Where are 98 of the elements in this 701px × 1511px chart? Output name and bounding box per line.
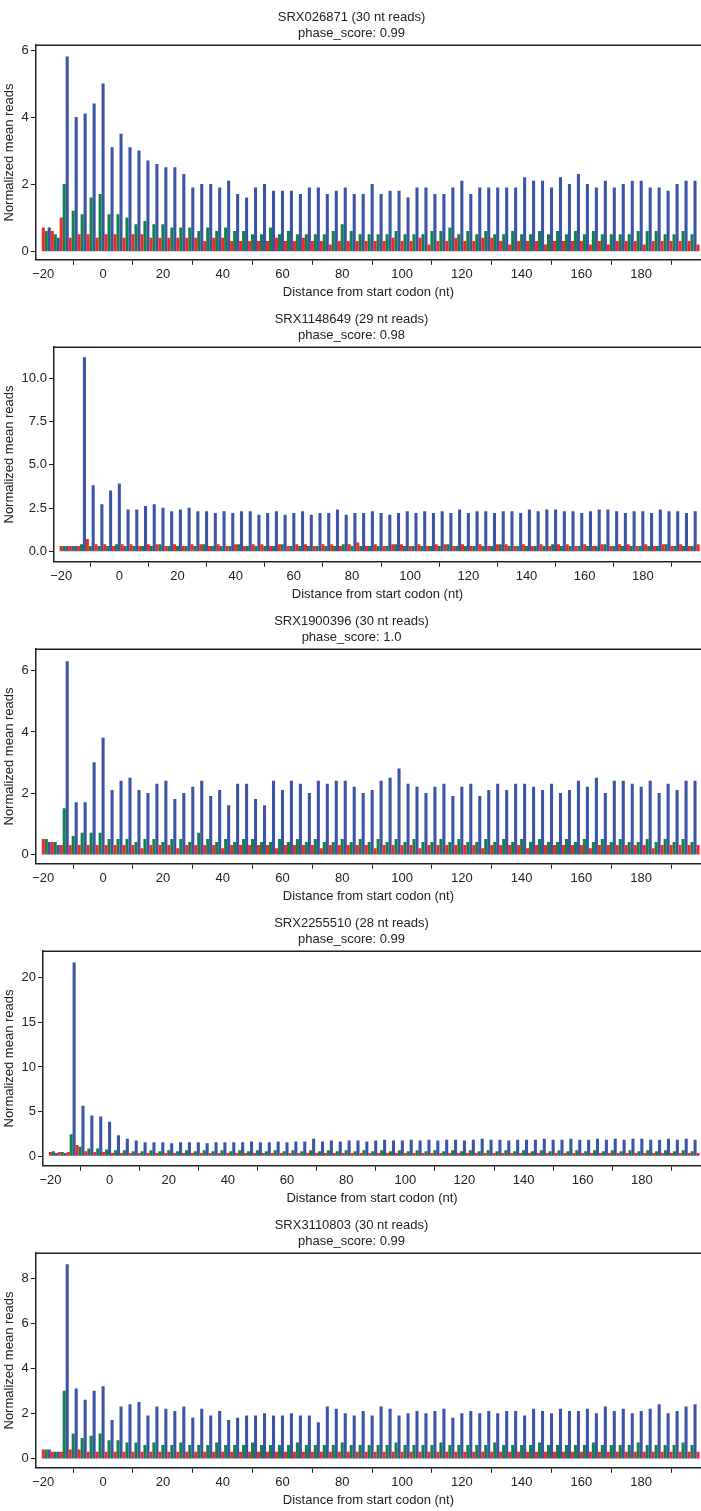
y-tick-label: 6: [21, 41, 29, 57]
x-tick-label: 140: [515, 568, 538, 584]
x-tick-label: 80: [335, 870, 350, 886]
y-tick-label: 0.0: [28, 542, 47, 558]
x-axis-title: Distance from start codon (nt): [282, 283, 455, 299]
x-tick-label: −20: [39, 1172, 62, 1188]
x-tick-label: 120: [453, 1172, 476, 1188]
x-tick-label: 60: [286, 568, 302, 584]
x-tick-label: 60: [275, 266, 290, 282]
x-axis-title: Distance from start codon (nt): [282, 1491, 455, 1507]
x-tick-label: 140: [510, 870, 533, 886]
y-axis-title: Normalized mean reads: [1, 1291, 17, 1430]
chart-title: SRX1148649 (29 nt reads): [274, 311, 429, 327]
x-tick-label: 0: [115, 568, 123, 584]
x-tick-label: 80: [335, 1474, 350, 1490]
chart-subtitle: phase_score: 0.99: [298, 1232, 405, 1248]
chart-title: SRX1900396 (30 nt reads): [274, 613, 429, 629]
x-tick-label: 180: [631, 568, 654, 584]
x-tick-label: 0: [99, 266, 107, 282]
chart-title: SRX2255510 (28 nt reads): [274, 915, 429, 931]
y-tick-label: 4: [21, 1359, 29, 1375]
x-tick-label: 60: [275, 870, 290, 886]
x-tick-label: 0: [99, 870, 107, 886]
chart-subtitle: phase_score: 0.99: [298, 930, 405, 946]
chart-subtitle: phase_score: 0.98: [298, 326, 405, 342]
y-tick-label: 0: [28, 1147, 37, 1163]
x-tick-label: 80: [344, 568, 360, 584]
x-axis-title: Distance from start codon (nt): [282, 887, 455, 903]
x-axis-title: Distance from start codon (nt): [286, 1189, 458, 1205]
x-tick-label: 160: [570, 266, 593, 282]
y-tick-label: 2.5: [28, 499, 47, 515]
y-tick-label: 10.0: [21, 369, 47, 385]
x-tick-label: 80: [338, 1172, 354, 1188]
x-axis-title: Distance from start codon (nt): [291, 585, 464, 601]
chart-title: SRX026871 (30 nt reads): [277, 9, 426, 25]
y-tick-label: 4: [21, 108, 29, 124]
x-tick-label: 120: [450, 266, 473, 282]
x-tick-label: 100: [391, 1474, 413, 1490]
x-tick-label: 40: [215, 266, 230, 282]
y-tick-label: 2: [21, 175, 29, 191]
x-tick-label: 100: [394, 1172, 417, 1188]
x-tick-label: 120: [450, 1474, 473, 1490]
y-tick-label: 20: [21, 969, 37, 985]
x-tick-label: 160: [573, 568, 596, 584]
y-tick-label: 2: [21, 1405, 29, 1421]
y-axis-title: Normalized mean reads: [1, 83, 17, 222]
x-tick-label: 180: [630, 1474, 653, 1490]
y-tick-label: 8: [21, 1269, 29, 1285]
y-tick-label: 2: [21, 784, 29, 800]
x-tick-label: 40: [215, 1474, 230, 1490]
x-tick-label: 160: [570, 1474, 593, 1490]
x-tick-label: 140: [510, 266, 533, 282]
x-tick-label: −20: [32, 870, 55, 886]
y-tick-label: 0: [21, 243, 29, 258]
x-tick-label: 180: [630, 870, 653, 886]
x-tick-label: 140: [510, 1474, 533, 1490]
y-tick-label: 5: [28, 1103, 37, 1119]
x-tick-label: 20: [161, 1172, 176, 1188]
chart-title: SRX3110803 (30 nt reads): [274, 1217, 429, 1233]
x-tick-label: 140: [512, 1172, 535, 1188]
x-tick-label: 120: [457, 568, 480, 584]
x-tick-label: 40: [215, 870, 230, 886]
y-axis-title: Normalized mean reads: [1, 385, 17, 524]
x-tick-label: 180: [630, 266, 653, 282]
x-tick-label: −20: [50, 568, 73, 584]
chart-subtitle: phase_score: 1.0: [301, 628, 402, 644]
chart-subtitle: phase_score: 0.99: [298, 24, 405, 40]
y-tick-label: 6: [21, 1314, 29, 1330]
x-tick-label: 60: [279, 1172, 295, 1188]
y-tick-label: 0: [21, 1450, 29, 1466]
y-axis-title: Normalized mean reads: [1, 989, 17, 1128]
x-tick-label: 0: [105, 1172, 114, 1188]
x-tick-label: 0: [99, 1474, 107, 1490]
y-axis-title: Normalized mean reads: [1, 687, 17, 826]
y-tick-label: 6: [21, 662, 29, 678]
x-tick-label: −20: [32, 1474, 55, 1490]
x-tick-label: 160: [570, 870, 593, 886]
x-tick-label: 100: [391, 870, 413, 886]
x-tick-label: 40: [228, 568, 243, 584]
x-tick-label: 20: [155, 266, 171, 282]
y-tick-label: 4: [21, 723, 29, 739]
x-tick-label: 20: [155, 870, 171, 886]
x-tick-label: 100: [391, 266, 413, 282]
y-tick-label: 15: [21, 1014, 37, 1030]
y-tick-label: 0: [21, 846, 29, 862]
x-tick-label: −20: [32, 266, 55, 282]
x-tick-label: 180: [631, 1172, 653, 1188]
x-tick-label: 160: [571, 1172, 594, 1188]
x-tick-label: 40: [220, 1172, 236, 1188]
x-tick-label: 80: [335, 266, 350, 282]
x-tick-label: 60: [275, 1474, 290, 1490]
x-tick-label: 20: [155, 1474, 171, 1490]
y-tick-label: 5.0: [28, 456, 47, 472]
x-tick-label: 100: [399, 568, 422, 584]
x-tick-label: 20: [170, 568, 185, 584]
y-tick-label: 10: [21, 1058, 37, 1074]
y-tick-label: 7.5: [28, 413, 47, 429]
x-tick-label: 120: [450, 870, 473, 886]
